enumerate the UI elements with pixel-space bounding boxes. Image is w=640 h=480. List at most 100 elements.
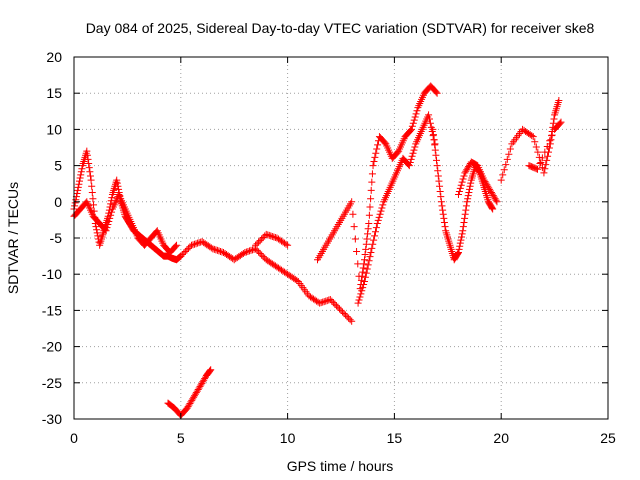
data-point [71,202,79,210]
data-point [464,164,472,172]
data-point [256,250,264,258]
data-point [457,181,465,189]
data-point [74,183,82,191]
data-point [218,248,226,256]
data-point [199,378,207,386]
data-point [499,171,507,179]
data-point [434,167,442,175]
data-point [363,235,371,243]
data-point [371,228,379,236]
data-point [102,227,110,235]
data-point [548,132,556,140]
y-tick-label: 10 [46,121,62,137]
data-point [456,239,464,247]
data-point [259,233,267,241]
y-tick-label: -10 [42,266,62,282]
data-point [178,251,186,259]
data-point [487,188,495,196]
data-point [461,169,469,177]
data-point [242,248,250,256]
data-point [345,314,353,322]
data-point [412,110,420,118]
y-tick-labels: -30 -25 -20 -15 -10 -5 0 5 10 15 20 [42,49,62,427]
data-point [458,230,466,238]
data-point [439,210,447,218]
data-point [405,162,413,170]
data-point [534,148,542,156]
data-point [556,119,564,127]
x-tick-label: 15 [387,430,403,446]
data-point [544,152,552,160]
data-point [455,245,463,253]
data-point [245,247,253,255]
data-point [255,248,263,256]
data-point [433,162,441,170]
data-point [360,277,368,285]
x-tick-label: 10 [280,430,296,446]
data-point [367,186,375,194]
data-point [465,163,473,171]
data-point [431,141,439,149]
data-point [483,181,491,189]
data-point [435,177,443,185]
data-point [374,141,382,149]
data-point [271,233,279,241]
data-point [191,240,199,248]
y-tick-label: -20 [42,339,62,355]
data-point [463,198,471,206]
data-point [329,299,337,307]
data-point [464,192,472,200]
data-point [491,195,499,203]
data-point [500,166,508,174]
data-point [425,111,433,119]
data-point [239,250,247,258]
data-point [88,182,96,190]
data-point [361,273,369,281]
data-point [546,137,554,145]
data-point [458,178,466,186]
data-point [353,247,361,255]
data-point [362,269,370,277]
x-tick-label: 0 [70,430,78,446]
series-late-b [454,158,501,206]
series-late [429,125,497,264]
data-point [549,119,557,127]
data-point [375,213,383,221]
data-point [268,232,276,240]
data-point [113,179,121,187]
data-point [172,242,180,250]
data-point [485,184,493,192]
data-point [74,186,82,194]
data-point [356,293,364,301]
data-point [466,182,474,190]
data-point [456,184,464,192]
y-tick-label: 5 [54,158,62,174]
data-point [317,299,325,307]
data-point [407,155,415,163]
data-point [108,194,116,202]
data-point [365,211,373,219]
data-point [434,172,442,180]
x-tick-label: 20 [493,430,509,446]
data-point [541,165,549,173]
data-point [267,232,275,240]
data-point [258,235,266,243]
data-point [460,172,468,180]
data-point [83,147,91,155]
data-point [76,174,84,182]
data-point [489,192,497,200]
data-point [505,150,513,158]
data-point [430,136,438,144]
data-point [105,217,113,225]
data-point [181,247,189,255]
data-point [186,399,194,407]
data-point [354,299,362,307]
data-point [487,187,495,195]
data-point [465,185,473,193]
data-point [323,297,331,305]
data-point [210,245,218,253]
data-point [367,195,375,203]
data-point [464,195,472,203]
data-point [365,220,373,228]
